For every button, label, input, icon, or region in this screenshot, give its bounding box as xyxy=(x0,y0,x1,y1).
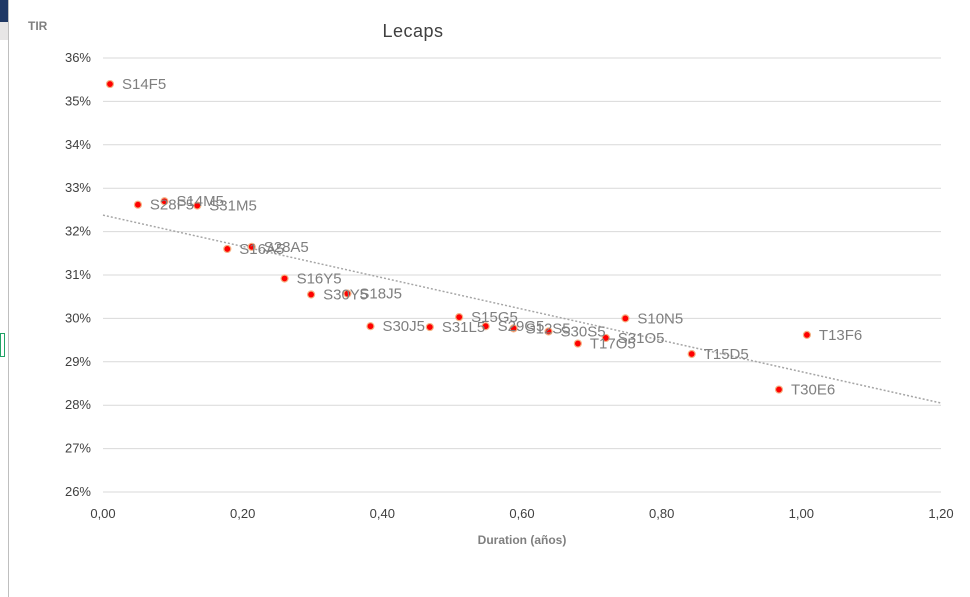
data-label: S14F5 xyxy=(122,76,166,93)
data-point xyxy=(573,339,582,348)
data-label: S18J5 xyxy=(359,286,402,303)
data-label: T13F6 xyxy=(819,327,862,344)
data-point xyxy=(280,274,289,283)
y-tick-label: 35% xyxy=(65,93,91,108)
data-label: S29G5 xyxy=(498,318,545,335)
data-label: S28A5 xyxy=(264,239,309,256)
y-tick-label: 27% xyxy=(65,441,91,456)
x-axis-title: Duration (años) xyxy=(478,533,567,547)
data-point xyxy=(307,290,316,299)
data-label: S30Y5 xyxy=(323,287,368,304)
toolbar-edge xyxy=(0,22,8,40)
data-label: S28F5 xyxy=(150,197,194,214)
x-tick-label: 0,80 xyxy=(649,506,674,521)
y-axis-title: TIR xyxy=(28,19,48,33)
y-tick-label: 30% xyxy=(65,310,91,325)
y-axis-tick-labels: 26% 27% 28% 29% 30% 31% 32% 33% 34% 35% 36% xyxy=(65,50,91,499)
y-tick-label: 29% xyxy=(65,354,91,369)
data-point xyxy=(133,200,143,209)
scatter-chart: 26%27%28%29%30%31%32%33%34%35%36% 0,00 0,… xyxy=(28,19,954,547)
data-label: S16Y5 xyxy=(297,270,342,287)
x-tick-label: 0,40 xyxy=(370,506,395,521)
y-tick-label: 33% xyxy=(65,180,91,195)
data-point xyxy=(802,330,812,339)
data-label: S30J5 xyxy=(382,318,425,335)
data-point xyxy=(425,322,434,332)
data-point xyxy=(687,349,696,359)
x-tick-label: 0,00 xyxy=(90,506,115,521)
y-tick-label: 32% xyxy=(65,224,91,239)
data-point xyxy=(774,385,784,394)
data-point xyxy=(509,324,518,333)
data-label: S10N5 xyxy=(637,310,683,327)
data-point xyxy=(247,242,256,251)
data-points xyxy=(105,79,812,394)
chart-title: Lecaps xyxy=(382,21,443,41)
data-point xyxy=(455,312,464,322)
data-point xyxy=(105,79,115,89)
data-point xyxy=(481,322,490,331)
data-point xyxy=(601,333,610,343)
x-tick-label: 1,00 xyxy=(789,506,814,521)
y-tick-label: 34% xyxy=(65,137,91,152)
data-label: S31L5 xyxy=(442,319,485,336)
data-point xyxy=(621,314,630,323)
data-label: T30E6 xyxy=(791,382,835,399)
data-label: T17O5 xyxy=(590,336,636,353)
data-label: T15D5 xyxy=(704,346,749,363)
data-label: S14M5 xyxy=(176,193,224,210)
data-point xyxy=(343,289,352,298)
data-label: S31O5 xyxy=(618,330,665,347)
data-point xyxy=(160,197,169,206)
x-tick-label: 0,60 xyxy=(509,506,534,521)
data-label: S12S5 xyxy=(526,320,571,337)
x-tick-label: 0,20 xyxy=(230,506,255,521)
gridlines xyxy=(103,57,941,450)
y-tick-label: 28% xyxy=(65,397,91,412)
trendline xyxy=(102,214,942,404)
y-tick-label: 31% xyxy=(65,267,91,282)
spreadsheet-edge xyxy=(0,0,9,597)
data-point xyxy=(366,322,375,331)
ribbon-edge xyxy=(0,0,8,22)
chart-area[interactable]: 26% 27% 28% 29% 30% 31% 32% 33% 34% 35% 36% 0,00 0,… xyxy=(9,0,970,597)
data-point xyxy=(544,327,553,336)
data-label: S31M5 xyxy=(209,198,257,215)
data-label: S15G5 xyxy=(471,309,518,326)
y-tick-label: 36% xyxy=(65,50,91,65)
data-label: S30S5 xyxy=(561,323,606,340)
x-axis-tick-labels: 0,00 0,20 0,40 0,60 0,80 1,00 1,20 xyxy=(90,506,953,521)
data-label: S16A5 xyxy=(239,241,284,258)
data-point xyxy=(193,201,202,210)
y-tick-label: 26% xyxy=(65,484,91,499)
selected-cell-edge[interactable] xyxy=(0,333,5,357)
data-point xyxy=(223,244,232,254)
x-tick-label: 1,20 xyxy=(928,506,953,521)
